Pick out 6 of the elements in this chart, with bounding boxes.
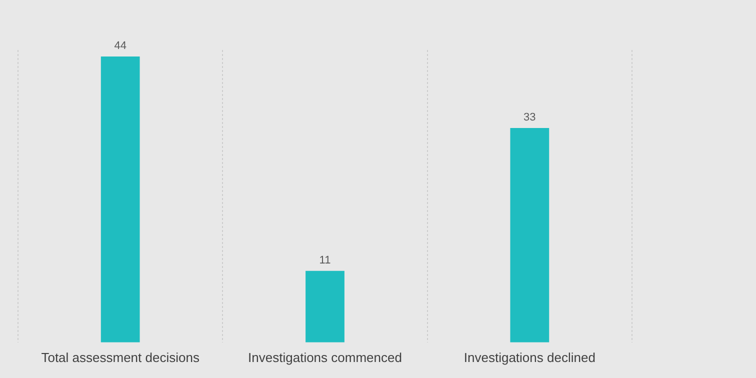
data-label: 33 — [524, 112, 536, 124]
x-tick-label: Investigations commenced — [248, 350, 402, 365]
data-label: 44 — [114, 40, 126, 52]
x-tick-label: Total assessment decisions — [41, 350, 200, 365]
x-tick-label: Investigations declined — [464, 350, 596, 365]
data-label: 11 — [319, 254, 331, 266]
